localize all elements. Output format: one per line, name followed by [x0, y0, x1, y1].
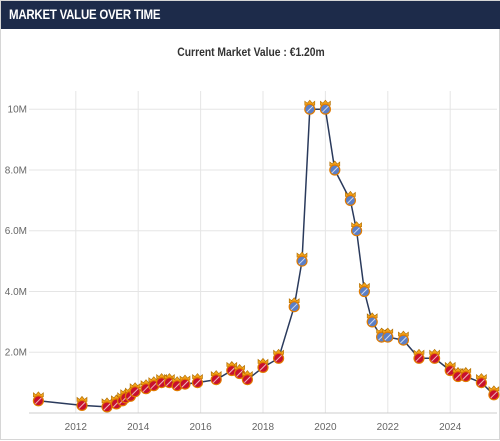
data-point-crest-icon	[475, 373, 487, 389]
data-point-crest-icon	[76, 395, 88, 411]
data-point-crest-icon	[413, 348, 425, 364]
y-tick-label: 8.0M	[5, 165, 27, 176]
data-point-crest-icon	[257, 357, 269, 373]
data-point-crest-icon	[288, 297, 300, 313]
data-point-crest-icon	[488, 385, 500, 401]
x-tick-label: 2024	[439, 422, 462, 433]
data-point-crest-icon	[397, 330, 409, 346]
x-tick-label: 2016	[189, 422, 212, 433]
x-tick-label: 2022	[377, 422, 400, 433]
data-point-crest-icon	[444, 361, 456, 377]
x-tick-label: 2020	[314, 422, 337, 433]
data-point-crest-icon	[319, 99, 331, 115]
data-point-crest-icon	[101, 397, 113, 413]
x-tick-label: 2014	[127, 422, 150, 433]
y-tick-label: 2.0M	[5, 348, 27, 359]
chart-subtitle: Current Market Value : €1.20m	[177, 45, 325, 59]
data-point-crest-icon	[191, 373, 204, 389]
data-point-crest-icon	[210, 370, 222, 386]
data-point-crest-icon	[32, 391, 45, 407]
data-point-crest-icon	[296, 251, 308, 267]
data-point-crest-icon	[129, 382, 141, 398]
data-point-crest-icon	[358, 282, 370, 298]
x-tick-label: 2018	[252, 422, 275, 433]
data-point-crest-icon	[304, 99, 316, 115]
data-point-crest-icon	[382, 327, 394, 343]
y-tick-label: 6.0M	[5, 226, 27, 237]
data-point-crest-icon	[429, 348, 441, 364]
data-point-crest-icon	[344, 190, 356, 206]
panel-title: MARKET VALUE OVER TIME	[9, 6, 161, 22]
data-point-crest-icon	[366, 312, 378, 328]
data-point-crest-icon	[351, 221, 363, 237]
panel-header: MARKET VALUE OVER TIME	[1, 1, 500, 29]
data-point-crest-icon	[460, 367, 472, 383]
x-tick-label: 2012	[65, 422, 88, 433]
data-point-crest-icon	[241, 370, 253, 386]
data-point-crest-icon	[329, 160, 341, 176]
y-tick-label: 10M	[8, 105, 27, 116]
data-point-crest-icon	[179, 374, 191, 390]
y-tick-label: 4.0M	[5, 287, 27, 298]
data-point-crest-icon	[273, 348, 285, 364]
